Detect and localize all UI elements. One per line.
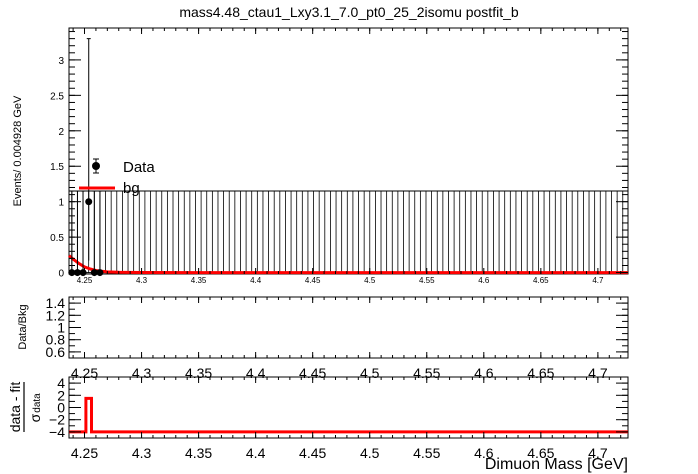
pull-x-tick-label: 4.45 bbox=[299, 445, 326, 461]
pull-y-tick-label: −2 bbox=[49, 412, 65, 428]
main-y-tick-label: 2.5 bbox=[50, 91, 64, 102]
ratio-y-tick-label: 0.8 bbox=[46, 332, 66, 348]
legend-data-label: Data bbox=[123, 159, 155, 176]
pull-x-tick-label: 4.55 bbox=[413, 445, 440, 461]
main-x-tick-label: 4.25 bbox=[77, 276, 93, 285]
main-y-tick-label: 0.5 bbox=[50, 233, 64, 244]
ratio-y-tick-label: 1 bbox=[57, 320, 65, 336]
pull-x-tick-label: 4.35 bbox=[185, 445, 212, 461]
data-point bbox=[85, 198, 93, 206]
main-panel: 4.25 4.3 4.35 4.4 4.45 4.5 4.55 4.6 4.65 4.7 0 0.5 1… bbox=[12, 27, 629, 285]
main-x-tick-label: 4.5 bbox=[364, 276, 376, 285]
pull-y-label-denominator: σ bbox=[27, 413, 43, 422]
main-x-tick-label: 4.55 bbox=[419, 276, 435, 285]
x-axis-label: Dimuon Mass [GeV] bbox=[485, 456, 628, 473]
pull-y-tick-label: 0 bbox=[57, 400, 65, 416]
pull-y-tick-label: −4 bbox=[49, 424, 65, 440]
legend: Data bg bbox=[79, 158, 155, 197]
pull-frame bbox=[68, 376, 629, 439]
main-x-tick-label: 4.45 bbox=[305, 276, 321, 285]
main-y-tick-label: 1 bbox=[58, 198, 64, 209]
pull-x-tick-label: 4.65 bbox=[527, 445, 554, 461]
ratio-y-tick-label: 1.4 bbox=[46, 295, 66, 311]
main-y-tick-label: 0 bbox=[58, 269, 64, 280]
pull-panel: 4.25 4.3 4.35 4.4 4.45 4.5 4.55 4.6 4.65 4.7 −4−20… bbox=[7, 375, 629, 473]
main-x-tick-label: 4.4 bbox=[250, 276, 262, 285]
main-x-tick-label: 4.6 bbox=[478, 276, 490, 285]
pull-y-axis-label: data - fit σ data bbox=[7, 382, 43, 433]
ratio-y-tick-label: 0.6 bbox=[46, 344, 66, 360]
data-point bbox=[96, 269, 104, 277]
ratio-panel: 4.25 4.3 4.35 4.4 4.45 4.5 4.55 4.6 4.65 4.70.60.… bbox=[17, 295, 629, 381]
pull-y-tick-label: 4 bbox=[57, 375, 65, 391]
pull-y-label-denominator-subscript: data bbox=[32, 393, 43, 413]
ratio-y-tick-label: 1.2 bbox=[46, 307, 66, 323]
pull-x-tick-label: 4.7 bbox=[588, 445, 608, 461]
data-points bbox=[68, 38, 104, 277]
pull-line bbox=[69, 396, 628, 434]
main-x-tick-label: 4.35 bbox=[191, 276, 207, 285]
pull-x-tick-label: 4.25 bbox=[71, 445, 98, 461]
data-point bbox=[90, 269, 98, 277]
ratio-frame bbox=[68, 296, 629, 359]
pull-axis-ticks: 4.25 4.3 4.35 4.4 4.45 4.5 4.55 4.6 4.65 4.7 −4−20… bbox=[49, 375, 628, 461]
pull-x-tick-label: 4.4 bbox=[246, 445, 266, 461]
main-x-tick-label: 4.7 bbox=[592, 276, 604, 285]
pull-x-tick-label: 4.6 bbox=[474, 445, 494, 461]
pull-y-tick-label: 2 bbox=[57, 387, 65, 403]
pull-y-label-numerator: data - fit bbox=[7, 382, 23, 433]
ratio-y-axis-label: Data/Bkg bbox=[17, 304, 29, 349]
pull-x-tick-label: 4.5 bbox=[360, 445, 380, 461]
empty-bin-error-band bbox=[69, 190, 628, 274]
main-axis-ticks: 4.25 4.3 4.35 4.4 4.45 4.5 4.55 4.6 4.65 4.7 0 0.5 1… bbox=[50, 28, 628, 285]
main-y-axis-label: Events/ 0.004928 GeV bbox=[12, 95, 24, 206]
legend-data-marker bbox=[92, 162, 100, 170]
main-y-tick-label: 3 bbox=[58, 56, 64, 67]
legend-bg-label: bg bbox=[123, 180, 140, 197]
pull-x-tick-label: 4.3 bbox=[132, 445, 152, 461]
ratio-axis-ticks: 4.25 4.3 4.35 4.4 4.45 4.5 4.55 4.6 4.65 4.70.60.… bbox=[46, 295, 628, 381]
main-x-tick-label: 4.65 bbox=[533, 276, 549, 285]
main-x-tick-label: 4.3 bbox=[136, 276, 148, 285]
chart-title: mass4.48_ctau1_Lxy3.1_7.0_pt0_25_2isomu … bbox=[179, 4, 519, 20]
main-y-tick-label: 2 bbox=[58, 127, 64, 138]
main-y-tick-label: 1.5 bbox=[50, 162, 64, 173]
